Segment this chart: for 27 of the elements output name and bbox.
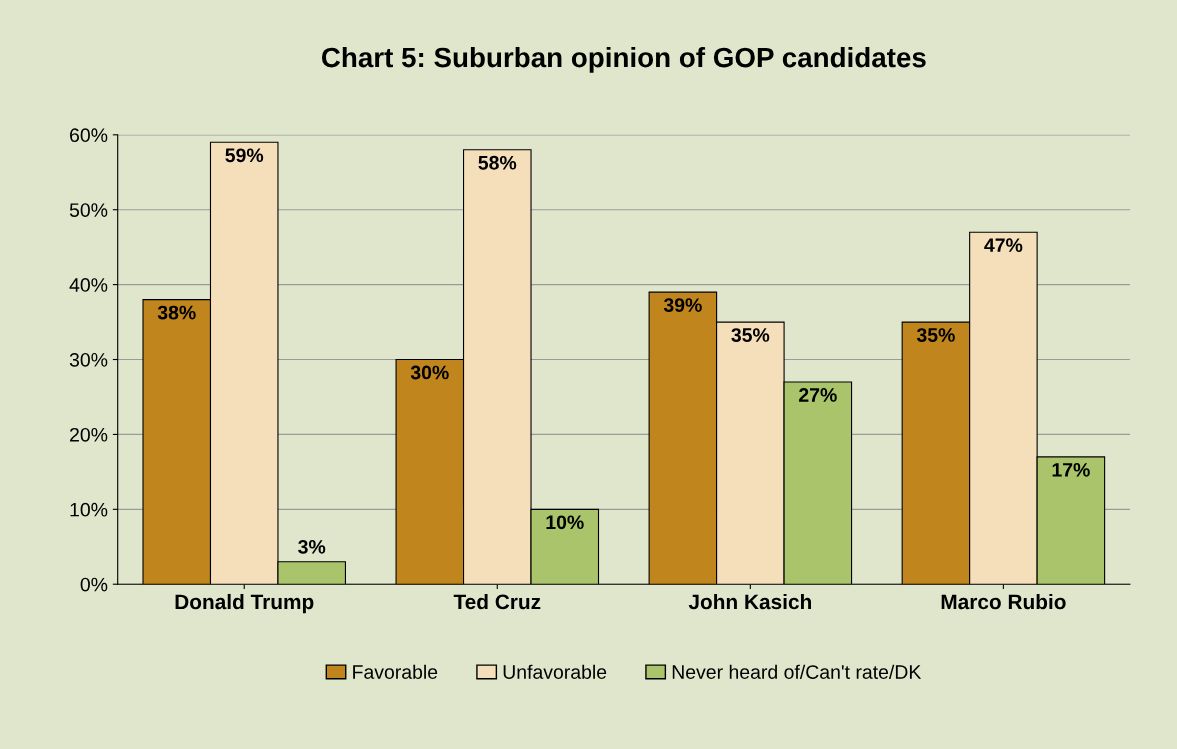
- data-label: 27%: [799, 388, 837, 402]
- data-label: 38%: [157, 305, 196, 320]
- data-label: 3%: [298, 539, 326, 554]
- y-tick-label: 20%: [70, 427, 108, 442]
- data-label: 39%: [663, 298, 702, 312]
- y-tick-label: 60%: [70, 128, 108, 143]
- data-label: 35%: [916, 328, 955, 342]
- legend-label: Favorable: [353, 664, 438, 679]
- x-tick-label: John Kasich: [688, 593, 811, 610]
- data-label: 10%: [546, 515, 584, 530]
- y-tick-label: 50%: [69, 203, 108, 217]
- x-tick-label: Marco Rubio: [941, 593, 1066, 610]
- legend-label: Unfavorable: [503, 664, 607, 679]
- y-tick-label: 0%: [80, 577, 108, 592]
- chart-title: Chart 5: Suburban opinion of GOP candidates: [321, 46, 926, 73]
- data-label: 58%: [478, 155, 517, 170]
- data-label: 17%: [1052, 463, 1090, 477]
- legend-label: Never heard of/Can't rate/DK: [672, 664, 922, 679]
- x-tick-label: Ted Cruz: [453, 593, 541, 610]
- y-tick-label: 10%: [70, 502, 108, 517]
- x-tick-label: Donald Trump: [175, 593, 314, 614]
- y-tick-label: 30%: [69, 352, 108, 367]
- y-tick-label: 40%: [69, 278, 108, 292]
- data-label: 47%: [984, 238, 1023, 252]
- data-label: 59%: [225, 148, 264, 163]
- data-label: 35%: [731, 328, 770, 342]
- data-label: 30%: [410, 365, 449, 380]
